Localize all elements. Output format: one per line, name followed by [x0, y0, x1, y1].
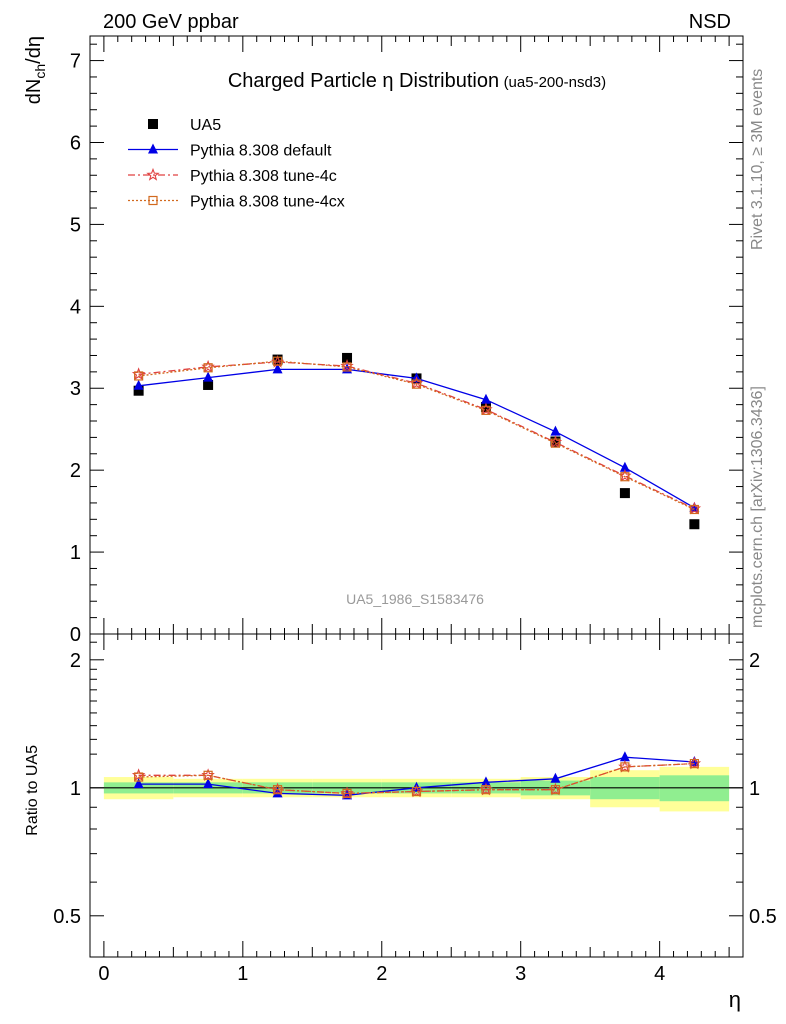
x-axis-label: η [729, 987, 741, 1012]
y-tick-label: 5 [70, 214, 81, 236]
data-point [342, 352, 353, 363]
side-rivet: Rivet 3.1.10, ≥ 3M events [749, 69, 766, 250]
ratio-point [411, 786, 422, 797]
x-tick-label: 2 [376, 963, 387, 985]
data-point [689, 519, 700, 530]
ratio-y-tick-label-right: 0.5 [749, 906, 777, 928]
legend-label: UA5 [190, 117, 221, 134]
ratio-point [689, 759, 699, 769]
data-point [550, 425, 561, 436]
x-tick-label: 1 [237, 963, 248, 985]
series-line [138, 368, 695, 509]
ratio-y-tick-label-right: 1 [749, 778, 760, 800]
ratio-point [342, 788, 352, 799]
legend-entry: Pythia 8.308 tune-4cx [128, 194, 345, 211]
legend-marker [148, 143, 158, 154]
ratio-point [619, 751, 630, 762]
y-tick-label: 3 [70, 378, 81, 400]
watermark: UA5_1986_S1583476 [346, 591, 484, 607]
ratio-y-tick-label: 0.5 [53, 906, 81, 928]
x-tick-label: 3 [515, 963, 526, 985]
series-line [138, 360, 695, 511]
header-left: 200 GeV ppbar [103, 11, 239, 33]
chart-subtitle: (ua5-200-nsd3) [504, 74, 607, 91]
ratio-y-label: Ratio to UA5 [24, 745, 41, 836]
ratio-point [272, 785, 283, 795]
chart-title-main: Charged Particle η Distribution [228, 70, 499, 92]
main-frame [89, 35, 744, 635]
legend-label: Pythia 8.308 default [190, 143, 332, 160]
y-axis-label: dNch/dη [23, 36, 48, 104]
ratio-y-tick-label: 2 [70, 650, 81, 672]
ratio-point [480, 776, 491, 787]
legend-label: Pythia 8.308 tune-4c [190, 168, 337, 185]
data-point [133, 379, 144, 390]
y-tick-label: 6 [70, 132, 81, 154]
data-point [480, 402, 491, 413]
data-point [689, 504, 699, 515]
y-tick-label: 1 [70, 542, 81, 564]
ratio-point [203, 770, 213, 780]
y-tick-label: 0 [70, 624, 81, 646]
data-point [203, 379, 214, 390]
y-tick-label: 7 [70, 51, 81, 73]
data-point [203, 371, 214, 382]
series-3 [134, 356, 699, 515]
data-point [550, 438, 561, 448]
y-tick-label: 4 [70, 296, 81, 318]
data-point [411, 379, 422, 389]
legend-marker [146, 167, 160, 181]
data-point [619, 488, 630, 499]
data-point [272, 354, 283, 365]
legend-label: Pythia 8.308 tune-4cx [190, 194, 345, 211]
data-point [550, 436, 561, 447]
x-tick-label: 4 [654, 963, 665, 985]
data-point [480, 393, 491, 404]
legend-entry: UA5 [148, 117, 221, 134]
ratio-y-tick-label: 1 [70, 778, 81, 800]
legend-entry: Pythia 8.308 default [128, 143, 332, 160]
ratio-frame [89, 633, 744, 958]
x-tick-label: 0 [98, 963, 109, 985]
data-point [619, 461, 630, 472]
data-point [481, 405, 491, 415]
data-point [203, 363, 213, 373]
legend-entry: Pythia 8.308 tune-4c [128, 167, 337, 185]
ratio-point [481, 785, 491, 795]
legend-marker [148, 195, 158, 206]
ratio-line [138, 762, 695, 795]
y-tick-label: 2 [70, 460, 81, 482]
ratio-series-2 [134, 759, 699, 799]
header-right: NSD [689, 11, 731, 33]
data-point [620, 472, 630, 482]
chart-title: Charged Particle η Distribution (ua5-200… [228, 70, 606, 92]
data-point [272, 363, 283, 374]
ratio-point [133, 778, 144, 789]
ratio-point [550, 772, 561, 783]
data-point [342, 362, 352, 372]
data-point [134, 371, 144, 381]
side-mcplots: mcplots.cern.ch [arXiv:1306.3436] [749, 386, 766, 628]
ratio-point [203, 778, 214, 789]
legend-marker [148, 119, 158, 129]
ratio-point [620, 762, 630, 772]
ratio-point [550, 785, 561, 795]
main-panel: UA5_1986_S1583476 Charged Particle η Dis… [23, 35, 744, 646]
ratio-y-tick-label-right: 2 [749, 650, 760, 672]
ratio-point [134, 772, 144, 782]
ratio-panel: 0.5 0.5 1 1 2 2 0 1 2 3 4 Ratio to UA5 η [24, 633, 777, 1012]
data-point [272, 356, 283, 366]
data-point [133, 385, 144, 396]
legend: UA5 Pythia 8.308 default Pythia 8.308 tune… [128, 117, 345, 211]
